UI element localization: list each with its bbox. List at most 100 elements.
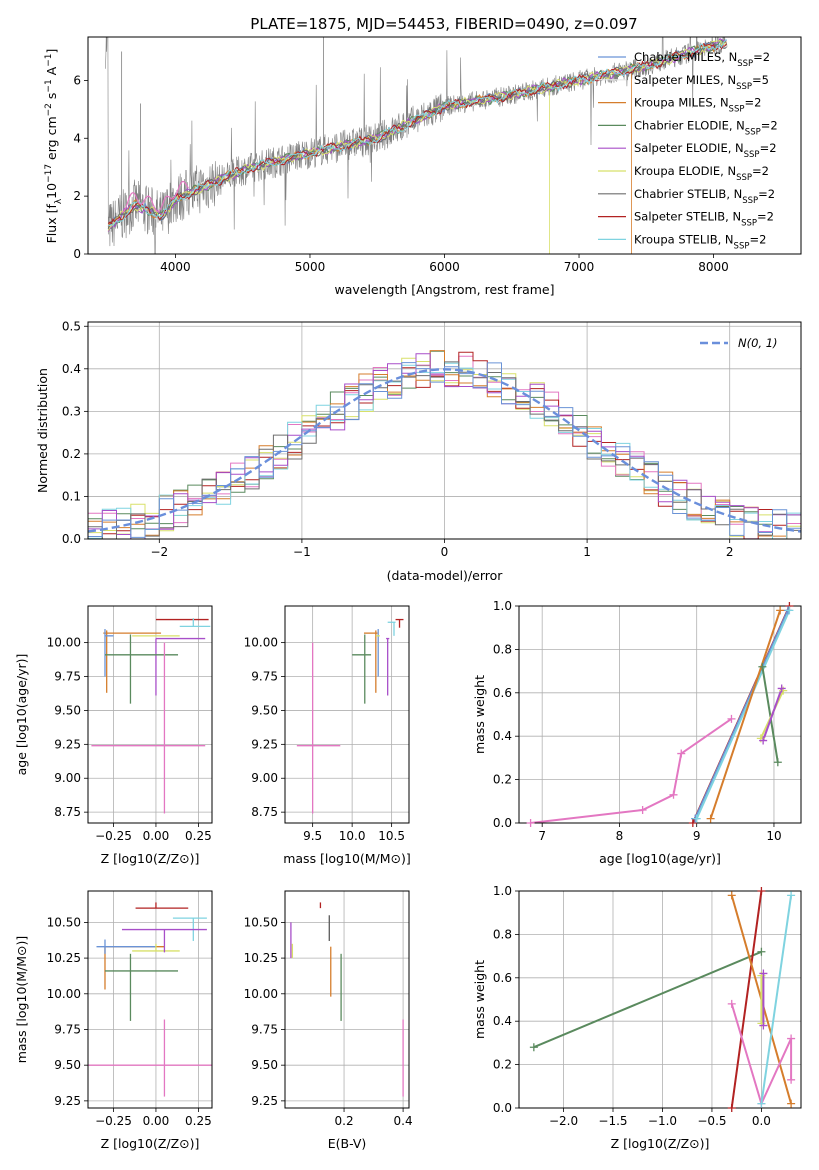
- age_vs_mass-ytick-label: 8.75: [251, 805, 278, 819]
- age_vs_mass-frame: [284, 605, 410, 824]
- mass_weight_vs_Z-xtick-label: −0.5: [697, 1114, 726, 1128]
- mass_weight_vs_age-ytick-label: 0.8: [493, 642, 512, 656]
- residuals-xlabel: (data-model)/error: [387, 568, 504, 583]
- mass-weight-marker: [757, 887, 766, 895]
- mass-weight-marker: [727, 999, 736, 1008]
- mass-weight-marker: [688, 819, 697, 827]
- mass_weight_vs_Z-ytick-label: 0.6: [493, 971, 512, 985]
- residuals-ytick-label: 0.0: [62, 532, 81, 546]
- model-fit-line: [121, 180, 189, 214]
- mass-weight-marker: [529, 1043, 538, 1052]
- age_vs_Z-ytick-label: 9.50: [54, 703, 81, 717]
- residuals-ylabel: Normed distribution: [35, 368, 50, 493]
- model-fit-line: [107, 42, 727, 225]
- mass_weight_vs_Z-ytick-label: 0.4: [493, 1014, 512, 1028]
- mass_weight_vs_age-plot-area: [530, 606, 791, 823]
- mass_vs_Z-xtick-label: −0.25: [95, 1114, 132, 1128]
- ylabel-part: λ: [54, 198, 64, 204]
- mass_weight_vs_age-axes: 7 8 9 10 0.0 0.2 0.4 0.6 0.8 1.0 age [log10(age/yr…: [472, 599, 802, 866]
- residuals-ytick-label: 0.5: [62, 319, 81, 333]
- mass_weight_vs_Z-ytick-label: 0.0: [493, 1101, 512, 1115]
- residuals-ytick-label: 0.3: [62, 404, 81, 418]
- legend-tail: =2: [752, 164, 769, 178]
- legend-text: Chabrier STELIB, N: [634, 187, 742, 201]
- residuals-ytick-label: 0.1: [62, 489, 81, 503]
- mass-weight-marker: [727, 714, 736, 723]
- age_vs_Z-xtick-label: −0.25: [95, 829, 132, 843]
- age_vs_mass-axes: 9.5 10.0 10.5 8.75 9.00 9.25 9.50 9.75 10.00 mass…: [244, 605, 411, 866]
- ylabel-part: −2: [44, 103, 54, 116]
- mass_vs_ebv-ytick-label: 10.50: [244, 915, 278, 929]
- mass_vs_Z-ylabel: mass [log10(M/M⊙)]: [14, 936, 29, 1064]
- mass_weight_vs_age-ytick-label: 0.2: [493, 773, 512, 787]
- mass_vs_Z-xlabel: Z [log10(Z/Z⊙)]: [101, 1136, 200, 1151]
- mass-weight-marker: [669, 790, 678, 799]
- legend-sub: SSP: [737, 59, 753, 69]
- ylabel-part: −17: [44, 164, 54, 183]
- legend-text: Kroupa ELODIE, N: [634, 164, 736, 178]
- mass_weight_vs_age-ytick-label: 0.6: [493, 686, 512, 700]
- age_vs_Z-ytick-label: 9.75: [54, 670, 81, 684]
- spectrum-xlabel: wavelength [Angstrom, rest frame]: [334, 282, 554, 297]
- spectrum-xtick-label: 6000: [429, 260, 460, 274]
- legend-tail: =5: [752, 73, 769, 87]
- mass-weight-marker: [526, 819, 535, 827]
- legend-tail: =2: [757, 210, 774, 224]
- mass_vs_ebv-ytick-label: 9.75: [251, 1022, 278, 1036]
- mass-weight-marker: [757, 947, 766, 956]
- spectrum-xtick-label: 8000: [698, 260, 729, 274]
- spectrum-ytick-label: 4: [73, 131, 81, 145]
- legend-text: Salpeter ELODIE, N: [634, 141, 744, 155]
- age_vs_mass-xtick-label: 10.0: [339, 829, 366, 843]
- legend-text: Chabrier MILES, N: [634, 50, 737, 64]
- spectrum-xtick-label: 4000: [160, 260, 191, 274]
- mass-weight-line: [730, 891, 763, 1108]
- mass-weight-marker: [776, 606, 785, 615]
- legend-tail: =2: [749, 232, 766, 246]
- legend-label: Chabrier STELIB, NSSP=2: [634, 187, 775, 206]
- mass_vs_Z-frame: [87, 890, 213, 1109]
- legend-text: Salpeter STELIB, N: [634, 210, 741, 224]
- mass-weight-marker: [787, 1075, 796, 1084]
- legend-sub: SSP: [736, 82, 752, 92]
- legend-label: N(0, 1): [738, 336, 778, 350]
- residuals-xtick-label: 2: [726, 545, 734, 559]
- ylabel-part: erg cm: [44, 116, 59, 164]
- age_vs_mass-plot-area: [296, 618, 404, 814]
- legend-tail: =2: [758, 187, 775, 201]
- residuals-ytick-label: 0.4: [62, 362, 81, 376]
- mass_weight_vs_Z-xtick-label: −1.0: [648, 1114, 677, 1128]
- age_vs_mass-ytick-label: 10.00: [244, 636, 278, 650]
- age_vs_mass-ytick-label: 9.75: [251, 670, 278, 684]
- mass-weight-marker: [727, 1104, 736, 1112]
- mass-weight-marker: [777, 684, 786, 693]
- mass-weight-line: [695, 609, 791, 820]
- mass-weight-marker: [785, 606, 794, 615]
- mass_weight_vs_age-frame: [518, 605, 802, 824]
- mass-weight-marker: [692, 814, 701, 823]
- age_vs_mass-ytick-label: 9.25: [251, 737, 278, 751]
- legend-label: Salpeter STELIB, NSSP=2: [634, 210, 774, 229]
- mass-weight-marker: [758, 662, 767, 671]
- mass-weight-marker: [677, 749, 686, 758]
- mass_vs_ebv-xtick-label: 0.4: [394, 1114, 413, 1128]
- mass-weight-line: [709, 609, 782, 820]
- mass_weight_vs_Z-ytick-label: 0.8: [493, 927, 512, 941]
- age_vs_Z-ytick-label: 8.75: [54, 805, 81, 819]
- age_vs_mass-xtick-label: 10.5: [378, 829, 405, 843]
- age_vs_Z-ytick-label: 9.25: [54, 737, 81, 751]
- legend-label: Kroupa ELODIE, NSSP=2: [634, 164, 769, 183]
- residuals-axes: −2 −1 0 1 2 0.0 0.1 0.2 0.3 0.4 0.5 (data-model)/er…: [35, 319, 802, 583]
- age_vs_Z-ylabel: age [log10(age/yr)]: [14, 654, 29, 776]
- legend-tail: =2: [761, 118, 778, 132]
- mass_weight_vs_Z-xtick-label: −1.5: [598, 1114, 627, 1128]
- mass_weight_vs_age-ytick-label: 0.4: [493, 729, 512, 743]
- mass_vs_Z-xtick-label: 0.00: [143, 1114, 170, 1128]
- spectrum-frame: [87, 36, 802, 255]
- age_vs_mass-xlabel: mass [log10(M/M⊙)]: [283, 851, 411, 866]
- age_vs_Z-xtick-label: 0.25: [185, 829, 212, 843]
- residuals-xtick-label: −2: [150, 545, 168, 559]
- ylabel-part: A: [44, 66, 59, 79]
- residuals-xtick-label: 1: [583, 545, 591, 559]
